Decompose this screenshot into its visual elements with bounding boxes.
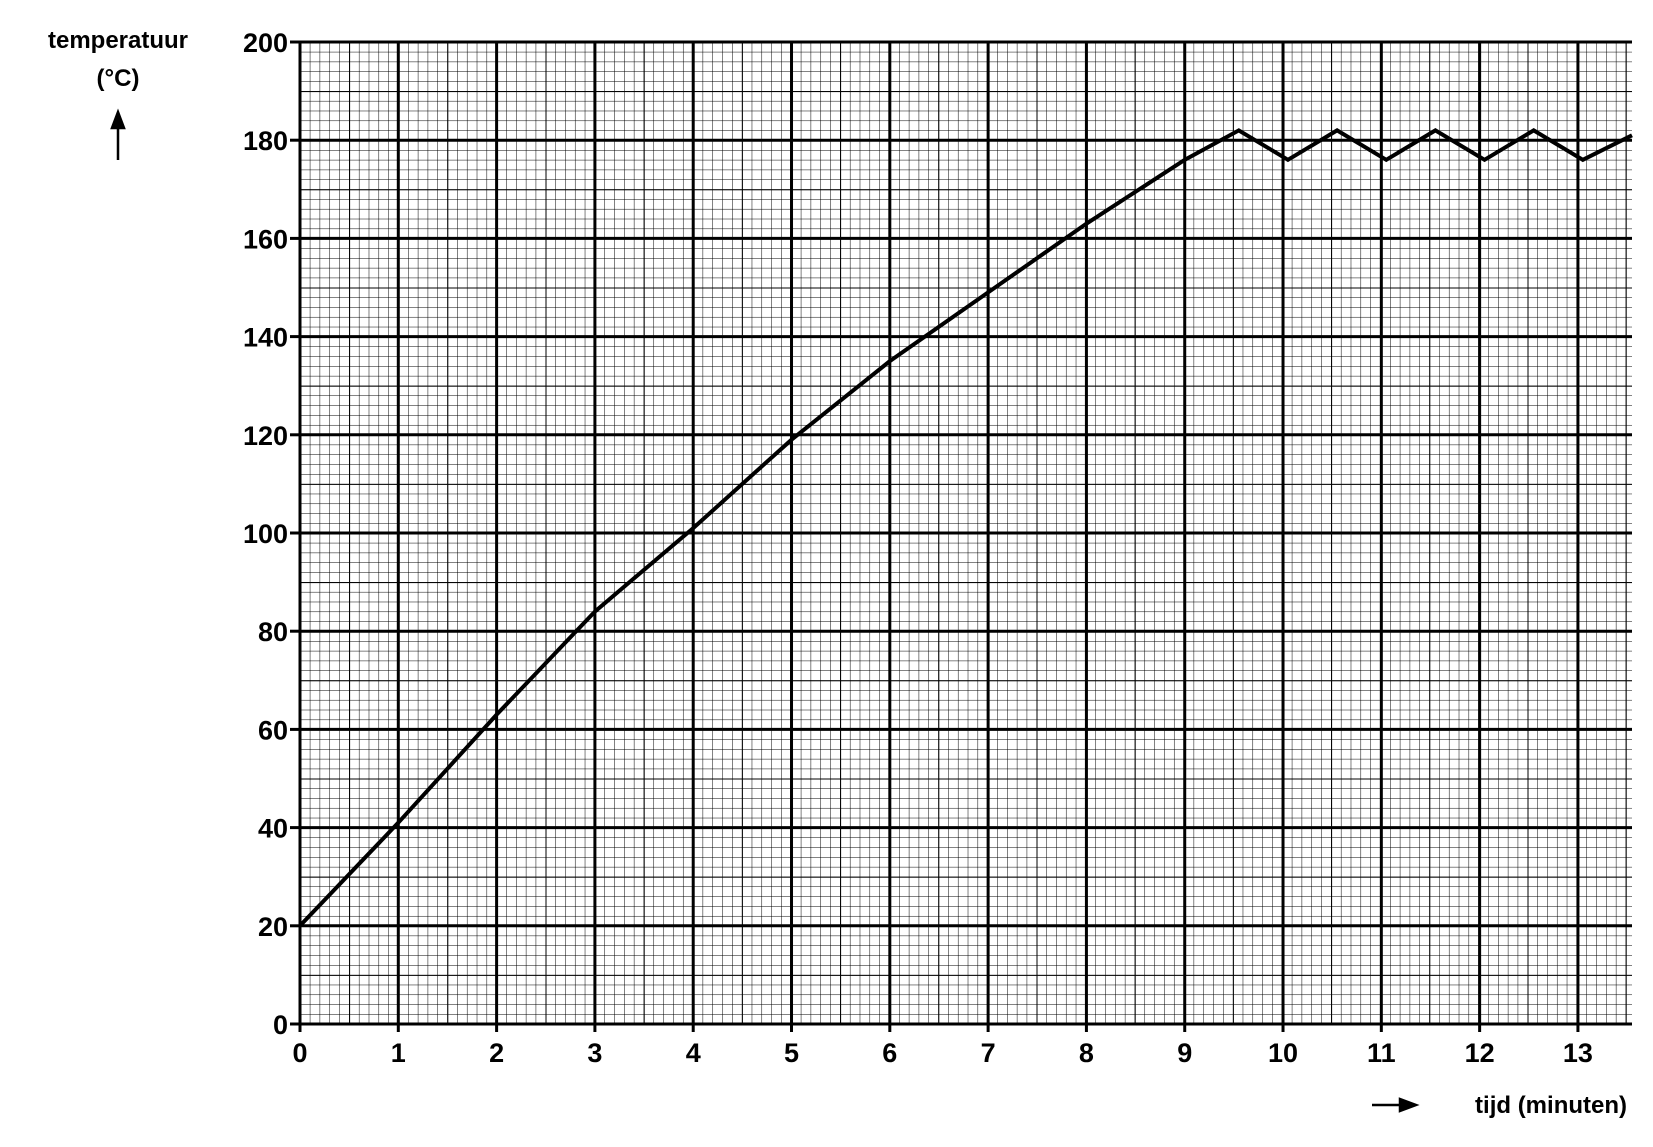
y-tick-label: 160 (243, 224, 288, 254)
x-tick-label: 0 (292, 1038, 307, 1068)
x-arrow (1372, 1097, 1420, 1113)
y-tick-label: 140 (243, 323, 288, 353)
y-tick-label: 80 (258, 617, 288, 647)
x-tick-label: 2 (489, 1038, 504, 1068)
x-tick-label: 1 (391, 1038, 406, 1068)
y-tick-label: 20 (258, 912, 288, 942)
y-tick-label: 120 (243, 421, 288, 451)
x-tick-label: 13 (1563, 1038, 1593, 1068)
y-arrow (110, 108, 126, 160)
y-tick-label: 200 (243, 28, 288, 58)
line (298, 128, 1633, 928)
x-tick-label: 6 (882, 1038, 897, 1068)
y-tick-label: 60 (258, 715, 288, 745)
x-tick-label: 5 (784, 1038, 799, 1068)
y-tick-label: 180 (243, 126, 288, 156)
y-axis-label: temperatuur (48, 27, 188, 54)
y-axis-label: (°C) (97, 65, 140, 92)
x-tick-label: 10 (1268, 1038, 1298, 1068)
y-tick-label: 100 (243, 519, 288, 549)
x-tick-label: 7 (981, 1038, 996, 1068)
x-tick-label: 9 (1177, 1038, 1192, 1068)
x-tick-label: 11 (1367, 1038, 1396, 1068)
x-tick-label: 3 (587, 1038, 602, 1068)
y-tick-label: 40 (258, 814, 288, 844)
x-axis-label: tijd (minuten) (1475, 1092, 1627, 1119)
x-tick-label: 4 (686, 1038, 701, 1068)
x-tick-label: 12 (1465, 1038, 1495, 1068)
y-tick-label: 0 (273, 1010, 288, 1040)
x-tick-label: 8 (1079, 1038, 1094, 1068)
